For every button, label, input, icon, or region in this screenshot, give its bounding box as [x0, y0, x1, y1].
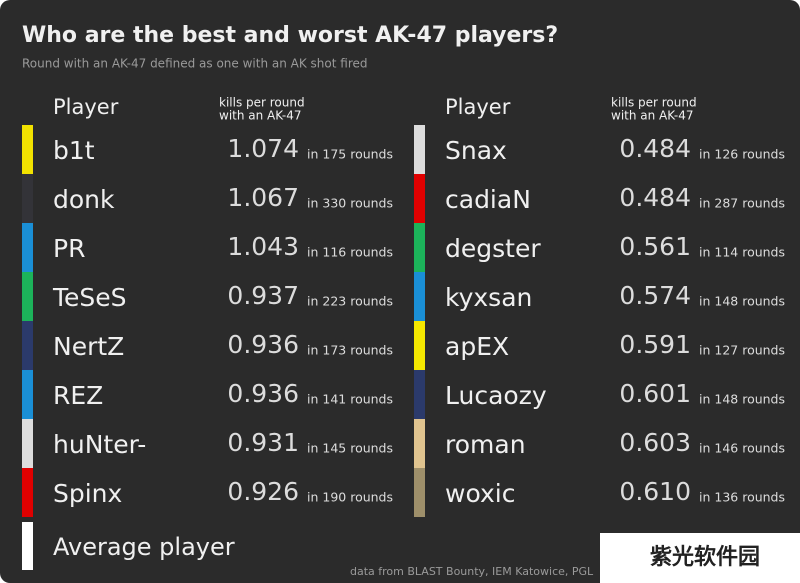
legend-label: Average player: [53, 533, 235, 561]
player-name: Spinx: [53, 479, 122, 508]
rounds: in 127 rounds: [699, 343, 785, 358]
row-color-bar: [22, 272, 33, 321]
row-color-bar: [22, 321, 33, 370]
kills-per-round: 0.936: [227, 379, 299, 408]
row-color-bar: [414, 468, 425, 517]
header-player: Player: [53, 95, 119, 119]
kills-per-round: 0.936: [227, 330, 299, 359]
row-color-bar: [22, 419, 33, 468]
kills-per-round: 0.484: [619, 183, 691, 212]
rounds: in 173 rounds: [307, 343, 393, 358]
player-name: apEX: [445, 332, 509, 361]
rounds: in 330 rounds: [307, 196, 393, 211]
player-name: cadiaN: [445, 185, 531, 214]
player-name: kyxsan: [445, 283, 532, 312]
kills-per-round: 1.074: [227, 134, 299, 163]
player-name: woxic: [445, 479, 515, 508]
player-name: PR: [53, 234, 85, 263]
row-color-bar: [414, 370, 425, 419]
rounds: in 223 rounds: [307, 294, 393, 309]
player-name: TeSeS: [52, 283, 127, 312]
kills-per-round: 0.931: [227, 428, 299, 457]
kills-per-round: 0.603: [619, 428, 691, 457]
watermark-box: [600, 533, 800, 583]
kills-per-round: 0.574: [619, 281, 691, 310]
rounds: in 141 rounds: [307, 392, 393, 407]
kills-per-round: 0.591: [619, 330, 691, 359]
source: data from BLAST Bounty, IEM Katowice, PG…: [350, 565, 594, 578]
header-metric: kills per round: [611, 96, 697, 110]
title: Who are the best and worst AK-47 players…: [22, 23, 558, 48]
row-color-bar: [22, 223, 33, 272]
player-name: b1t: [53, 136, 95, 165]
rounds: in 116 rounds: [307, 245, 393, 260]
kills-per-round: 1.043: [227, 232, 299, 261]
header-metric: kills per round: [219, 96, 305, 110]
row-color-bar: [22, 125, 33, 174]
player-name: roman: [445, 430, 526, 459]
kills-per-round: 0.926: [227, 477, 299, 506]
rounds: in 175 rounds: [307, 147, 393, 162]
subtitle: Round with an AK-47 defined as one with …: [22, 57, 368, 71]
rounds: in 136 rounds: [699, 490, 785, 505]
kills-per-round: 0.561: [619, 232, 691, 261]
kills-per-round: 0.610: [619, 477, 691, 506]
rounds: in 126 rounds: [699, 147, 785, 162]
row-color-bar: [414, 174, 425, 223]
row-color-bar: [414, 419, 425, 468]
player-name: Snax: [445, 136, 507, 165]
kills-per-round: 0.484: [619, 134, 691, 163]
kills-per-round: 0.601: [619, 379, 691, 408]
header-player: Player: [445, 95, 511, 119]
row-color-bar: [414, 223, 425, 272]
rounds: in 148 rounds: [699, 392, 785, 407]
watermark: 紫光软件园: [650, 544, 760, 570]
header-metric: with an AK-47: [219, 109, 301, 123]
row-color-bar: [414, 321, 425, 370]
player-name: donk: [53, 185, 115, 214]
rounds: in 114 rounds: [699, 245, 785, 260]
header-metric: with an AK-47: [611, 109, 693, 123]
rounds: in 145 rounds: [307, 441, 393, 456]
row-color-bar: [414, 125, 425, 174]
row-color-bar: [22, 174, 33, 223]
row-color-bar: [22, 468, 33, 517]
row-color-bar: [22, 370, 33, 419]
row-color-bar: [414, 272, 425, 321]
kills-per-round: 0.937: [227, 281, 299, 310]
player-name: REZ: [53, 381, 103, 410]
player-name: huNter-: [53, 430, 146, 459]
rounds: in 148 rounds: [699, 294, 785, 309]
kills-per-round: 1.067: [227, 183, 299, 212]
player-name: degster: [445, 234, 541, 263]
player-name: Lucaozy: [445, 381, 547, 410]
rounds: in 146 rounds: [699, 441, 785, 456]
player-name: NertZ: [53, 332, 124, 361]
rounds: in 287 rounds: [699, 196, 785, 211]
rounds: in 190 rounds: [307, 490, 393, 505]
legend-swatch: [22, 522, 33, 570]
